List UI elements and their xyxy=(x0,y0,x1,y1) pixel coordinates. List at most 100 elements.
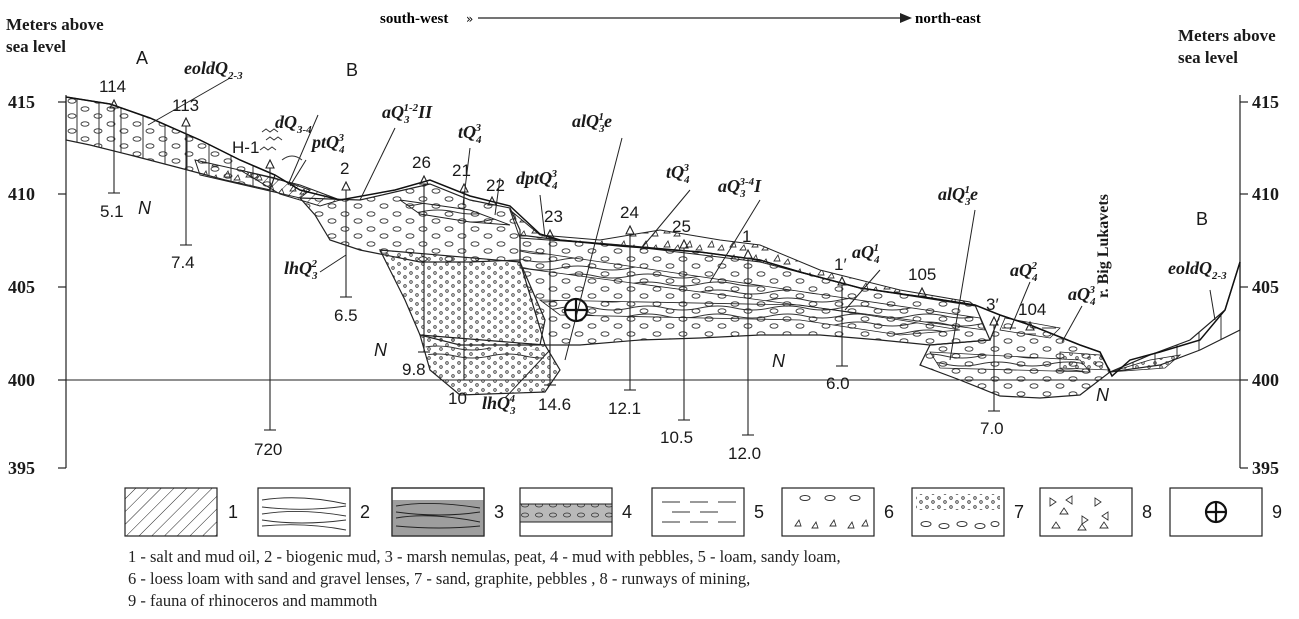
legend-swatch-4 xyxy=(519,487,613,537)
strata-label-tq-4: tQ43 xyxy=(458,122,482,146)
ground-surface-line xyxy=(65,96,1241,378)
well-label-26: 26 xyxy=(412,153,431,172)
strata-label-dq-1: dQ3-4 xyxy=(275,112,312,136)
river-label: r. Big Lukavets xyxy=(1095,194,1112,298)
legend-caption: 1 - salt and mud oil, 2 - biogenic mud, … xyxy=(128,546,841,612)
well-depth-25: 10.5 xyxy=(660,428,693,447)
tick-label-right-400: 400 xyxy=(1252,370,1279,390)
well-label-25: 25 xyxy=(672,217,691,236)
well-depth-23: 14.6 xyxy=(538,395,571,414)
left-axis-title-line1: Meters above xyxy=(6,15,104,34)
well-label-104: 104 xyxy=(1018,300,1046,319)
tick-label-right-410: 410 xyxy=(1252,184,1279,204)
right-axis-title-line2: sea level xyxy=(1178,48,1238,67)
legend: 1 2 3 4 5 6 7 8 9 xyxy=(124,487,1282,537)
well-label-23: 23 xyxy=(544,207,563,226)
arrowhead-icon xyxy=(900,13,912,23)
well-113-marker-icon xyxy=(181,116,191,127)
n-label-2: N xyxy=(374,340,388,360)
well-label-3prime: 3′ xyxy=(986,295,999,314)
label-leader-lines xyxy=(147,77,1216,399)
well-depth-1: 12.0 xyxy=(728,444,761,463)
tick-label-left-405: 405 xyxy=(8,277,35,297)
legend-swatch-5 xyxy=(651,487,745,537)
right-elevation-axis xyxy=(1239,95,1248,469)
well-label-1prime: 1′ xyxy=(834,255,847,274)
well-depth-24: 12.1 xyxy=(608,399,641,418)
well-h1-marker-icon xyxy=(265,158,275,169)
tick-label-right-405: 405 xyxy=(1252,277,1279,297)
section-point-a: A xyxy=(136,48,148,68)
tick-label-left-395: 395 xyxy=(8,458,35,478)
well-depth-2: 6.5 xyxy=(334,306,358,325)
section-point-b-left: B xyxy=(346,60,358,80)
direction-from-label: south-west xyxy=(380,11,448,27)
legend-number-6: 6 xyxy=(884,502,894,522)
legend-caption-line-2: 6 - loess loam with sand and gravel lens… xyxy=(128,569,751,588)
well-depth-114: 5.1 xyxy=(100,202,124,221)
strata-label-lhq-14: lhQ32 xyxy=(284,258,318,282)
legend-caption-line-1: 1 - salt and mud oil, 2 - biogenic mud, … xyxy=(128,547,841,566)
strata-label-alq-5: alQ31e xyxy=(572,111,612,135)
well-label-22: 22 xyxy=(486,176,505,195)
well-label-24: 24 xyxy=(620,203,639,222)
well-21-marker-icon xyxy=(459,182,469,193)
well-label-105: 105 xyxy=(908,265,936,284)
well-depth-113: 7.4 xyxy=(171,253,195,272)
wells xyxy=(108,98,1035,436)
well-3prime-marker-icon xyxy=(989,315,999,326)
well-label-2: 2 xyxy=(340,159,349,178)
direction-to-label: north-east xyxy=(915,11,981,27)
strata-label-aq-8: aQ33-4I xyxy=(718,176,762,200)
well-label-113: 113 xyxy=(172,96,199,115)
well-105-marker-icon xyxy=(917,286,927,297)
strata-label-alq-10: alQ31e xyxy=(938,184,978,208)
well-2-marker-icon xyxy=(341,180,351,191)
well-depth-1prime: 6.0 xyxy=(826,374,850,393)
strata-label-aq-11: aQ42 xyxy=(1010,260,1038,284)
n-label-4: N xyxy=(1096,385,1110,405)
right-axis-title-line1: Meters above xyxy=(1178,26,1276,45)
tick-label-left-410: 410 xyxy=(8,184,35,204)
direction-double-chevron-icon: » xyxy=(466,12,473,26)
legend-swatch-3 xyxy=(391,487,485,537)
strata-label-ptq-2: ptQ43 xyxy=(310,132,345,156)
legend-number-4: 4 xyxy=(622,502,632,522)
tick-label-right-395: 395 xyxy=(1252,458,1279,478)
legend-number-9: 9 xyxy=(1272,502,1282,522)
well-depth-21: 10 xyxy=(448,389,467,408)
well-24-marker-icon xyxy=(625,224,635,235)
n-label-1: N xyxy=(138,198,152,218)
well-depth-26: 9.8 xyxy=(402,360,426,379)
well-104-marker-icon xyxy=(1025,320,1035,331)
strata-label-aq-12: aQ43 xyxy=(1068,284,1096,308)
strata-label-aq-9: aQ41 xyxy=(852,242,880,266)
slope-disturbance-zigzag-icon xyxy=(259,128,303,161)
strata-label-eoldq-13: eoldQ2-3 xyxy=(1168,258,1227,282)
legend-number-1: 1 xyxy=(228,502,238,522)
well-26-marker-icon xyxy=(419,174,429,185)
legend-number-5: 5 xyxy=(754,502,764,522)
n-label-3: N xyxy=(772,351,786,371)
direction-indicator: south-west » north-east xyxy=(380,11,981,27)
tick-label-left-400: 400 xyxy=(8,370,35,390)
well-22-marker-icon xyxy=(487,195,497,206)
section-point-b-right: B xyxy=(1196,209,1208,229)
tick-label-right-415: 415 xyxy=(1252,92,1279,112)
legend-caption-line-3: 9 - fauna of rhinoceros and mammoth xyxy=(128,591,378,610)
legend-swatch-1 xyxy=(124,487,218,537)
well-label-h1: H-1 xyxy=(232,138,259,157)
legend-number-3: 3 xyxy=(494,502,504,522)
legend-number-7: 7 xyxy=(1014,502,1024,522)
strata-label-aq-3: aQ31-2II xyxy=(382,102,433,126)
well-label-1: 1 xyxy=(742,227,751,246)
legend-swatch-6 xyxy=(781,487,875,537)
left-elevation-axis xyxy=(58,95,67,469)
well-depth-3prime: 7.0 xyxy=(980,419,1004,438)
strata-label-eoldq-0: eoldQ2-3 xyxy=(184,58,243,82)
strata-label-tq-7: tQ43 xyxy=(666,162,690,186)
well-label-114: 114 xyxy=(99,77,126,96)
tick-label-left-415: 415 xyxy=(8,92,35,112)
